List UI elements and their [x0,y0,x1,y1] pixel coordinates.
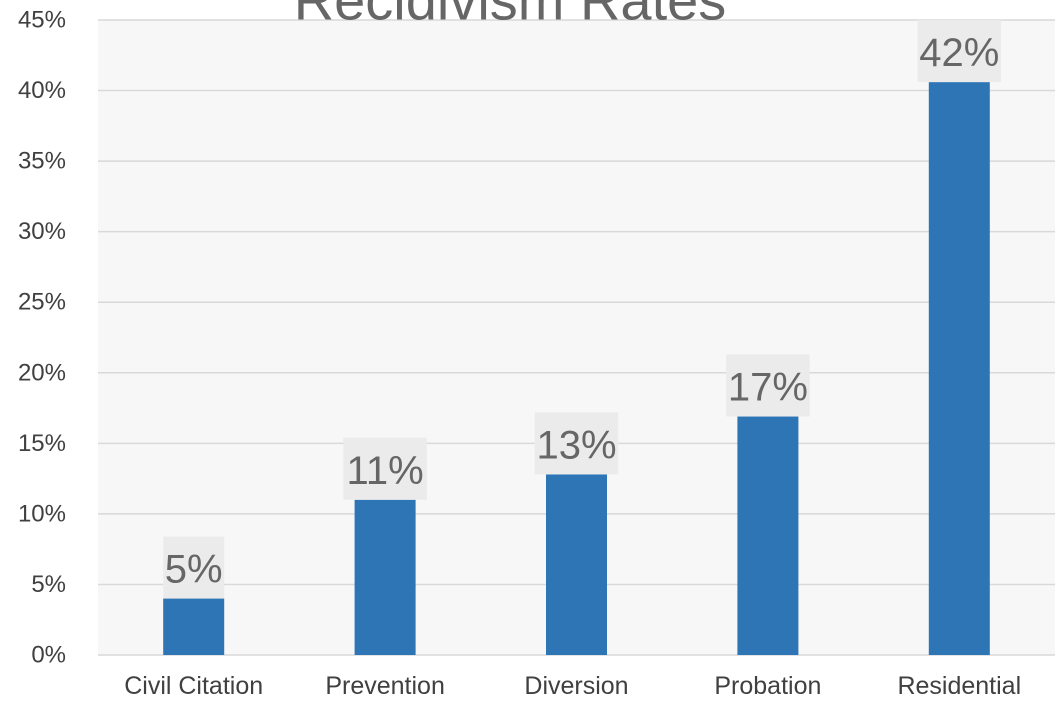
chart-title: Recidivism Rates [294,0,727,32]
data-label: 5% [165,548,223,592]
y-tick-label: 15% [18,430,66,457]
bars [163,82,990,656]
data-label-box [534,412,619,475]
y-tick-label: 35% [18,148,66,175]
y-tick-label: 20% [18,359,66,386]
x-category-label: Probation [714,672,821,700]
y-tick-label: 0% [31,642,66,669]
data-label-box [726,354,810,417]
data-label: 42% [919,31,999,75]
y-tick-label: 25% [18,289,66,316]
bar [163,598,225,655]
y-tick-label: 10% [18,500,66,527]
y-tick-label: 40% [18,77,66,104]
data-labels: 5% 11% 13% 17% 42% [163,20,1002,599]
data-label: 17% [728,366,808,410]
data-label-box [163,536,225,599]
bar [737,416,799,655]
x-category-label: Diversion [524,672,628,700]
x-category-label: Residential [897,672,1021,700]
bar [354,499,416,655]
data-label-box [343,437,427,500]
data-label: 13% [536,423,616,467]
x-category-label: Prevention [325,672,445,700]
data-label-box [917,20,1002,83]
y-axis-tick-labels: 0% 5% 10% 15% 20% 25% 30% 35% 40% 45% [18,7,66,669]
y-tick-label: 45% [18,7,66,34]
y-tick-label: 30% [18,218,66,245]
data-label: 11% [347,449,424,493]
x-axis-category-labels: Civil Citation Prevention Diversion Probati… [124,672,1021,700]
bar [546,474,607,655]
bar [928,82,990,656]
y-tick-label: 5% [31,571,66,598]
x-category-label: Civil Citation [124,672,263,700]
